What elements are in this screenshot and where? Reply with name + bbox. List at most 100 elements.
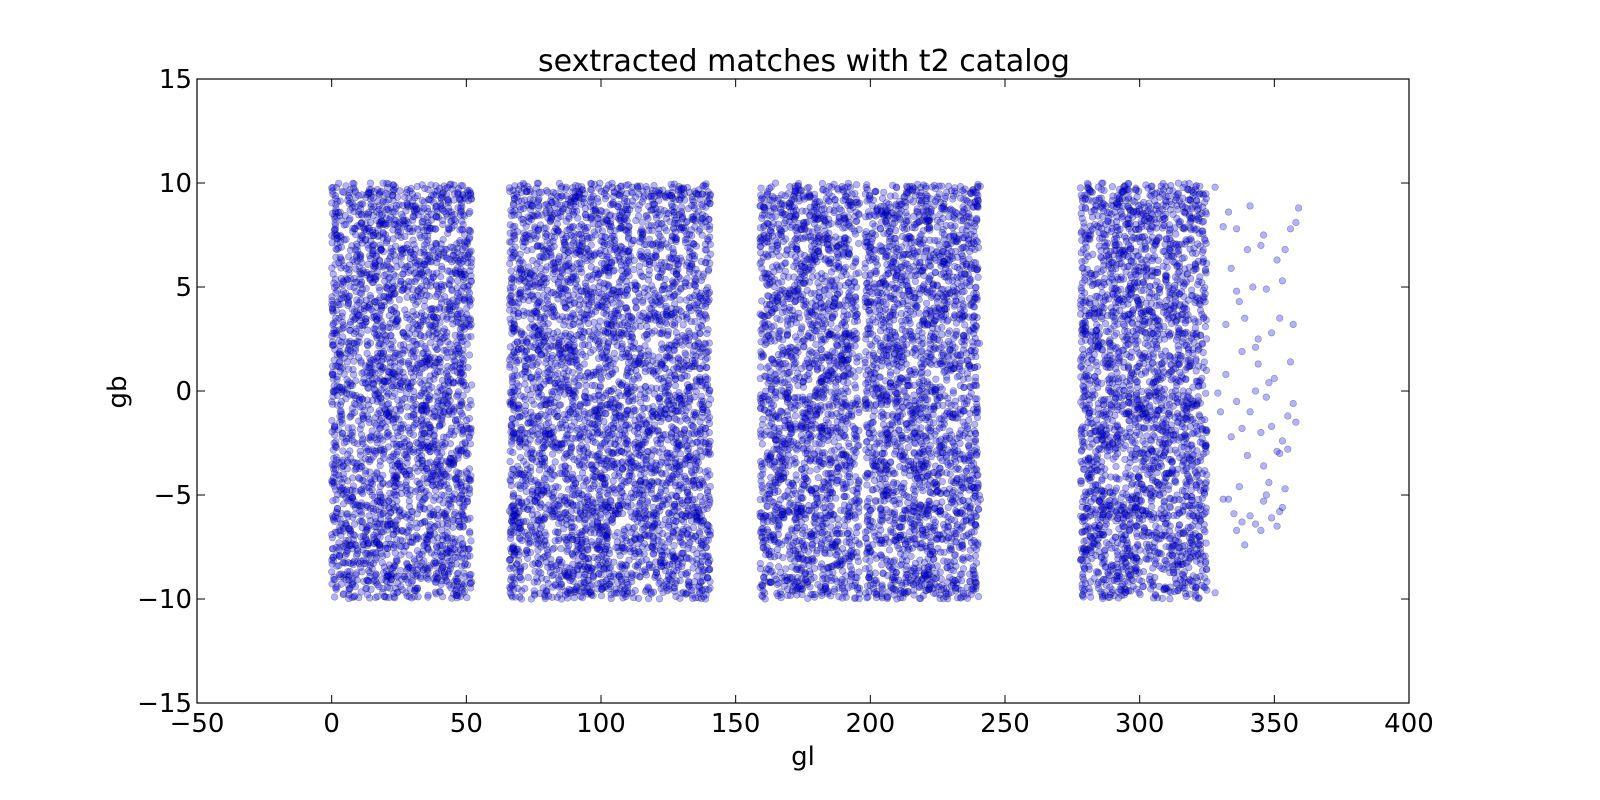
scatter-point bbox=[466, 323, 474, 331]
scatter-point bbox=[346, 413, 354, 421]
scatter-point bbox=[393, 263, 401, 271]
scatter-point bbox=[329, 545, 337, 553]
scatter-point bbox=[397, 380, 405, 388]
scatter-point bbox=[404, 359, 413, 367]
scatter-point bbox=[460, 515, 468, 523]
scatter-point bbox=[366, 468, 374, 476]
scatter-point bbox=[429, 322, 437, 330]
scatter-point bbox=[534, 479, 542, 487]
scatter-point bbox=[431, 588, 440, 596]
scatter-point bbox=[417, 234, 425, 242]
scatter-point bbox=[457, 402, 466, 410]
scatter-point bbox=[410, 411, 418, 419]
scatter-point bbox=[391, 242, 400, 250]
scatter-point bbox=[382, 593, 390, 601]
scatter-point bbox=[394, 432, 402, 440]
scatter-point bbox=[467, 190, 475, 198]
scatter-point bbox=[439, 312, 447, 320]
scatter-point bbox=[466, 316, 474, 325]
scatter-point bbox=[439, 220, 447, 229]
scatter-point bbox=[411, 278, 419, 286]
scatter-point bbox=[430, 407, 439, 416]
scatter-point bbox=[465, 433, 473, 442]
scatter-point bbox=[382, 219, 390, 227]
scatter-point bbox=[355, 502, 363, 510]
scatter-point bbox=[355, 353, 363, 362]
scatter-point bbox=[399, 349, 407, 357]
scatter-point bbox=[344, 192, 353, 200]
scatter-point bbox=[349, 531, 358, 539]
scatter-point bbox=[454, 483, 462, 491]
scatter-point bbox=[338, 419, 346, 427]
scatter-point bbox=[397, 253, 406, 261]
scatter-point bbox=[420, 297, 429, 305]
scatter-point bbox=[374, 410, 382, 418]
scatter-point bbox=[423, 358, 431, 366]
scatter-point bbox=[357, 219, 365, 227]
scatter-point bbox=[457, 182, 465, 190]
scatter-point bbox=[644, 292, 652, 300]
scatter-point bbox=[365, 372, 373, 380]
scatter-point bbox=[423, 538, 432, 546]
scatter-point bbox=[397, 582, 405, 591]
scatter-point bbox=[379, 327, 387, 335]
scatter-point bbox=[424, 546, 432, 554]
scatter-point bbox=[373, 268, 381, 276]
scatter-point bbox=[439, 593, 447, 601]
scatter-point bbox=[439, 398, 447, 406]
scatter-point bbox=[467, 537, 475, 545]
scatter-point bbox=[373, 375, 381, 383]
scatter-point bbox=[382, 198, 390, 206]
scatter-point bbox=[382, 540, 390, 549]
scatter-point bbox=[386, 369, 394, 377]
scatter-point bbox=[442, 346, 450, 354]
scatter-point bbox=[336, 523, 344, 531]
scatter-point bbox=[423, 539, 431, 547]
scatter-point bbox=[332, 289, 340, 297]
scatter-point bbox=[371, 539, 379, 547]
scatter-point bbox=[382, 567, 390, 575]
scatter-point bbox=[458, 398, 466, 407]
scatter-point bbox=[405, 330, 413, 338]
scatter-point bbox=[386, 489, 394, 497]
scatter-point bbox=[383, 522, 392, 530]
scatter-point bbox=[419, 429, 427, 437]
scatter-point bbox=[446, 549, 454, 557]
scatter-point bbox=[414, 460, 423, 468]
scatter-point bbox=[332, 465, 340, 473]
scatter-point bbox=[417, 208, 426, 216]
scatter-point bbox=[643, 499, 652, 507]
scatter-point bbox=[377, 510, 385, 519]
scatter-point bbox=[426, 458, 434, 466]
scatter-point bbox=[389, 337, 397, 345]
scatter-point bbox=[418, 407, 426, 415]
scatter-point bbox=[465, 484, 473, 492]
scatter-point bbox=[409, 538, 417, 547]
scatter-point bbox=[438, 467, 446, 475]
scatter-point bbox=[417, 519, 425, 528]
scatter-point bbox=[447, 404, 456, 412]
scatter-point bbox=[393, 471, 401, 480]
scatter-point bbox=[342, 488, 351, 496]
scatter-point bbox=[385, 497, 393, 505]
scatter-point bbox=[363, 483, 371, 491]
scatter-point bbox=[387, 252, 395, 260]
scatter-point bbox=[345, 365, 353, 373]
scatter-point bbox=[391, 522, 399, 530]
scatter-point bbox=[340, 558, 348, 567]
scatter-point bbox=[352, 231, 360, 239]
scatter-point bbox=[466, 208, 474, 216]
scatter-point bbox=[348, 486, 357, 494]
scatter-point bbox=[418, 498, 426, 506]
scatter-point bbox=[371, 572, 379, 580]
scatter-point bbox=[403, 199, 411, 207]
scatter-point bbox=[409, 312, 418, 320]
scatter-point bbox=[359, 490, 367, 498]
scatter-point bbox=[463, 416, 471, 424]
scatter-point bbox=[336, 212, 344, 220]
scatter-point bbox=[410, 421, 418, 429]
scatter-point bbox=[402, 216, 410, 224]
scatter-point bbox=[444, 196, 452, 204]
scatter-point bbox=[376, 286, 384, 295]
